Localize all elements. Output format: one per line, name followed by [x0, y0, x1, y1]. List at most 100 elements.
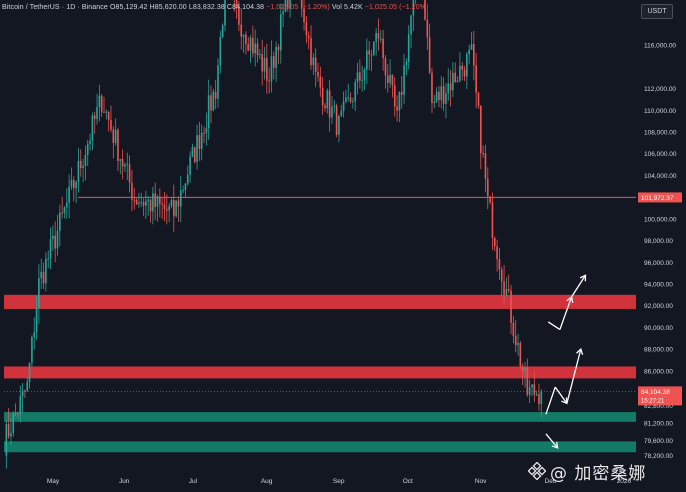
- y-tick-label: 78,200.00: [644, 453, 673, 460]
- candle-body: [284, 0, 287, 12]
- candle-body: [328, 90, 331, 118]
- candle-body: [359, 72, 361, 81]
- x-tick-label: Jun: [119, 478, 130, 485]
- candle-body: [145, 201, 147, 206]
- y-tick-label: 98,000.00: [644, 238, 673, 245]
- support-zone[interactable]: [4, 412, 636, 422]
- volume-change-value: −1,025.05 (−1.20%): [364, 4, 429, 11]
- candle-body: [77, 160, 80, 183]
- candle-body: [152, 193, 154, 212]
- candle-body: [242, 34, 245, 37]
- projection-arrow-segment[interactable]: [570, 274, 587, 298]
- projection-arrow-segment[interactable]: [545, 386, 556, 415]
- candle-body: [312, 57, 315, 66]
- candle-body: [31, 336, 33, 363]
- candle-body: [398, 91, 401, 111]
- candle-body: [156, 196, 159, 207]
- candle-body: [47, 258, 50, 260]
- y-tick-label: 110,000.00: [644, 108, 676, 115]
- y-tick-label: 92,000.00: [644, 303, 673, 310]
- candle-body: [373, 41, 375, 55]
- support-zone[interactable]: [4, 441, 636, 453]
- candle-body: [191, 147, 194, 157]
- candle-body: [347, 97, 350, 99]
- candle-body: [342, 101, 345, 111]
- resistance-zone[interactable]: [4, 294, 636, 309]
- candle-body: [307, 35, 310, 38]
- close-value: C84,104.38: [226, 4, 265, 11]
- projection-arrow-head: [579, 274, 587, 282]
- x-tick-label: 2026: [617, 478, 632, 485]
- candle-body: [149, 199, 152, 212]
- candle-body: [326, 90, 329, 109]
- candle-body: [175, 200, 177, 217]
- candle-body: [86, 144, 89, 155]
- candle-body: [345, 97, 347, 102]
- candle-body: [447, 83, 450, 94]
- candle-body: [496, 246, 498, 260]
- projection-arrow-segment[interactable]: [547, 321, 561, 331]
- candle-body: [161, 203, 163, 205]
- candle-body: [352, 101, 354, 103]
- candle-body: [131, 182, 133, 200]
- x-tick-label: May: [47, 478, 60, 485]
- candle-body: [500, 269, 503, 282]
- projection-arrow-segment[interactable]: [566, 348, 582, 404]
- candle-body: [379, 38, 382, 40]
- candle-body: [154, 193, 156, 207]
- candle-body: [105, 111, 108, 113]
- watermark-text: @ 加密桑娜: [550, 463, 647, 484]
- candle-body: [531, 384, 533, 388]
- projection-arrow-segment[interactable]: [559, 296, 573, 330]
- candle-body: [333, 105, 336, 107]
- candle-body: [59, 212, 61, 231]
- symbol-title[interactable]: Bitcoin / TetherUS · 1D · Binance: [2, 4, 108, 11]
- candle-body: [140, 202, 143, 204]
- candle-body: [538, 394, 540, 404]
- candle-body: [147, 199, 150, 202]
- candle-body: [519, 342, 522, 367]
- y-tick-label: 82,800.00: [644, 403, 673, 410]
- candle-body: [168, 206, 170, 211]
- candle-body: [424, 0, 426, 20]
- projection-arrow-segment[interactable]: [545, 433, 559, 449]
- candle-body: [72, 180, 75, 189]
- candle-body: [5, 424, 8, 456]
- candle-body: [128, 164, 131, 183]
- candle-body: [68, 186, 70, 203]
- candle-body: [112, 129, 115, 143]
- candle-body: [305, 22, 308, 36]
- candle-body: [93, 115, 96, 120]
- x-tick-label: Jul: [189, 478, 198, 485]
- candle-body: [514, 335, 517, 346]
- candle-body: [468, 49, 470, 55]
- candle-body: [410, 15, 412, 35]
- candle-body: [249, 37, 252, 51]
- currency-button[interactable]: USDT: [641, 4, 673, 19]
- candle-body: [275, 46, 277, 68]
- candle-body: [489, 196, 491, 203]
- candle-body: [40, 271, 43, 279]
- candle-body: [389, 74, 391, 84]
- candle-body: [470, 44, 473, 50]
- candle-body: [368, 50, 370, 55]
- candle-body: [440, 86, 443, 101]
- y-tick-label: 108,000.00: [644, 129, 677, 136]
- candle-body: [119, 159, 122, 161]
- candle-body: [482, 153, 484, 155]
- candle-body: [272, 56, 275, 68]
- candle-body: [356, 72, 359, 83]
- projection-arrow-segment[interactable]: [554, 386, 568, 404]
- y-tick-label: 100,000.00: [644, 216, 677, 223]
- candle-body: [331, 106, 333, 118]
- resistance-zone[interactable]: [4, 366, 636, 379]
- candle-body: [12, 413, 15, 434]
- candle-body: [114, 129, 117, 143]
- candle-body: [28, 362, 31, 382]
- candle-body: [107, 111, 110, 121]
- candle-body: [182, 189, 184, 191]
- candle-body: [459, 65, 461, 81]
- candle-body: [126, 164, 129, 166]
- y-tick-label: 94,000.00: [644, 281, 673, 288]
